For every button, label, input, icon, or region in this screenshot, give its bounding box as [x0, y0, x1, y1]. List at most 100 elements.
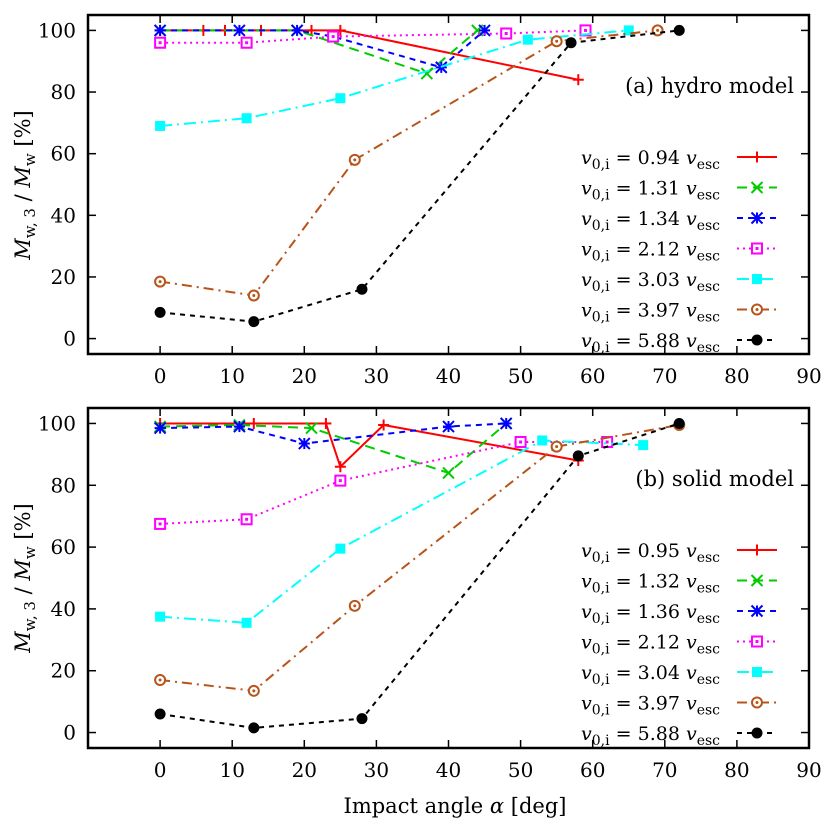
series-line [160, 29, 478, 75]
series-1.36 [153, 417, 513, 450]
data-point [550, 35, 563, 48]
x-tick-label: 40 [436, 758, 461, 782]
x-tick-label: 10 [219, 364, 244, 388]
data-point [327, 30, 340, 43]
series-line [160, 29, 486, 69]
legend-marker [752, 667, 762, 677]
data-point [154, 708, 166, 720]
series-3.97 [154, 419, 686, 697]
data-point [348, 599, 361, 612]
data-point [572, 450, 584, 462]
legend-label: v0,i = 3.97 vesc [581, 300, 720, 326]
data-point [572, 74, 584, 86]
x-tick-label: 0 [154, 364, 167, 388]
panel-solid-model: 0 10 20 30 40 50 60 70 80 90 0 20 40 60 80 100 Mw, 3 / M… [11, 406, 822, 782]
data-point [290, 24, 304, 37]
y-tick-label: 20 [51, 659, 76, 683]
x-tick-label: 50 [508, 758, 533, 782]
data-point [420, 67, 434, 80]
y-tick-label: 20 [51, 265, 76, 289]
series-5.88 [154, 417, 685, 734]
x-tick-label: 60 [580, 758, 605, 782]
series-2.12 [154, 24, 592, 49]
data-point [334, 461, 346, 473]
y-axis-label: Mw, 3 / Mw [%] [11, 110, 39, 260]
data-point [305, 421, 318, 435]
data-point [248, 417, 260, 429]
data-point [233, 420, 246, 433]
x-tick-label: 50 [508, 364, 533, 388]
x-tick-label: 0 [154, 758, 167, 782]
plot-frame [86, 406, 811, 750]
y-axis-label: Mw, 3 / Mw [%] [11, 503, 39, 653]
data-point [638, 440, 649, 451]
data-point [248, 316, 260, 328]
legend-label: v0,i = 2.12 vesc [581, 239, 720, 265]
legend-marker [750, 604, 764, 618]
data-point [348, 153, 361, 166]
x-tick-label: 90 [796, 364, 821, 388]
series-line [160, 29, 680, 323]
series-3.04 [155, 435, 649, 628]
series-1.34 [153, 24, 491, 74]
data-point [241, 113, 252, 124]
series-line [160, 439, 644, 624]
data-point [153, 24, 167, 37]
legend-label: v0,i = 5.88 vesc [581, 723, 720, 749]
data-point [155, 611, 166, 622]
y-tick-label: 60 [51, 142, 76, 166]
x-tick-label: 90 [796, 758, 821, 782]
x-tick-label: 30 [364, 758, 389, 782]
legend-label: v0,i = 3.03 vesc [581, 269, 720, 295]
data-point [673, 417, 685, 429]
data-point [335, 93, 346, 104]
data-point [334, 24, 346, 36]
series-line [159, 29, 658, 297]
legend-marker [751, 242, 763, 255]
legend-marker [752, 274, 762, 284]
legend-label: v0,i = 3.04 vesc [581, 662, 720, 688]
panel-title: (b) solid model [635, 467, 794, 491]
legend-label: v0,i = 0.95 vesc [581, 540, 720, 566]
x-tick-label: 30 [364, 364, 389, 388]
legend-marker [751, 696, 763, 709]
x-axis-label: Impact angle α [deg] [344, 794, 567, 818]
series-3.97 [154, 24, 664, 302]
panel-hydro-model: 0 10 20 30 40 50 60 70 80 90 0 20 40 60 80 100 Mw, 3 / M… [11, 13, 822, 388]
data-point [335, 543, 346, 554]
legend-label: v0,i = 1.32 vesc [581, 571, 720, 597]
legend-marker [750, 181, 764, 194]
data-point [154, 674, 167, 686]
data-point [154, 306, 166, 318]
data-point [154, 275, 167, 288]
x-tick-label: 20 [292, 758, 317, 782]
data-point [320, 417, 332, 429]
legend-marker [751, 151, 763, 163]
data-point [623, 25, 634, 36]
data-point [442, 466, 455, 480]
data-point [298, 437, 311, 450]
data-point [154, 517, 167, 530]
x-tick-label: 20 [292, 364, 317, 388]
x-tick-label: 80 [724, 758, 749, 782]
x-tick-label: 70 [652, 364, 677, 388]
legend-label: v0,i = 1.31 vesc [581, 178, 720, 204]
data-point [537, 435, 548, 446]
data-point [673, 24, 685, 36]
data-point [514, 436, 527, 448]
y-tick-label: 40 [51, 597, 76, 621]
legend-label: v0,i = 3.97 vesc [581, 693, 720, 719]
x-tick-label: 80 [724, 364, 749, 388]
data-point [442, 420, 455, 433]
data-point [500, 27, 513, 40]
panel-title: (a) hydro model [625, 74, 794, 98]
data-point [248, 722, 260, 734]
y-tick-label: 0 [63, 721, 76, 745]
legend-marker [751, 334, 763, 346]
series-3.03 [155, 25, 634, 131]
data-point [154, 36, 167, 49]
legend-marker [750, 574, 764, 587]
legend-label: v0,i = 2.12 vesc [581, 632, 720, 658]
legend-marker [751, 727, 763, 739]
